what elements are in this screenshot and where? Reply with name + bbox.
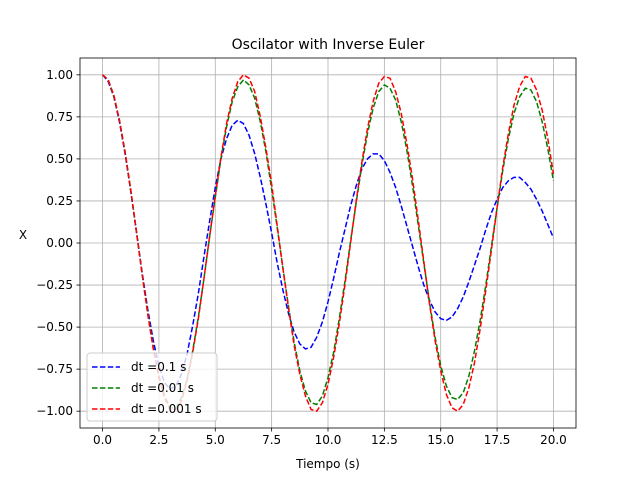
x-tick-label: 10.0 bbox=[315, 433, 342, 447]
legend-label-1: dt =0.1 s bbox=[131, 360, 186, 374]
x-tick-label: 20.0 bbox=[540, 433, 567, 447]
grid-layer bbox=[80, 58, 576, 428]
x-tick-label: 2.5 bbox=[149, 433, 168, 447]
legend: dt =0.1 s dt =0.01 s dt =0.001 s bbox=[86, 352, 218, 422]
ticks-layer: 0.0 2.5 5.0 7.5 10.0 12.5 15.0 17.5 20.0 −1.00 −0.… bbox=[36, 68, 567, 447]
x-tick-label: 15.0 bbox=[427, 433, 454, 447]
y-tick-label: −0.50 bbox=[36, 320, 73, 334]
x-axis-label: Tiempo (s) bbox=[295, 457, 360, 471]
x-tick-label: 0.0 bbox=[93, 433, 112, 447]
y-tick-label: −1.00 bbox=[36, 404, 73, 418]
legend-label-3: dt =0.001 s bbox=[131, 402, 202, 416]
chart-title: Oscilator with Inverse Euler bbox=[232, 37, 425, 53]
x-tick-label: 17.5 bbox=[484, 433, 511, 447]
y-tick-label: 0.25 bbox=[46, 194, 73, 208]
y-tick-label: 0.50 bbox=[46, 152, 73, 166]
y-tick-label: 0.75 bbox=[46, 110, 73, 124]
y-tick-label: −0.25 bbox=[36, 278, 73, 292]
y-tick-label: 0.00 bbox=[46, 236, 73, 250]
legend-label-2: dt =0.01 s bbox=[131, 381, 194, 395]
y-tick-label: −0.75 bbox=[36, 362, 73, 376]
y-tick-label: 1.00 bbox=[46, 68, 73, 82]
legend-box bbox=[86, 352, 218, 422]
y-axis-label: X bbox=[19, 228, 27, 242]
x-tick-label: 12.5 bbox=[371, 433, 398, 447]
x-tick-label: 5.0 bbox=[206, 433, 225, 447]
x-tick-label: 7.5 bbox=[262, 433, 281, 447]
